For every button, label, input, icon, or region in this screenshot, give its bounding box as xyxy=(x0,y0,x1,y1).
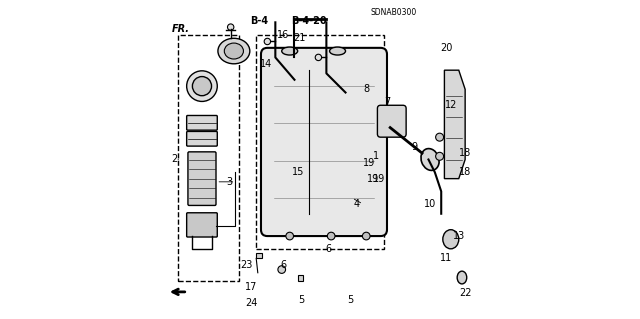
Bar xyxy=(256,253,262,258)
Text: 4: 4 xyxy=(354,199,360,209)
Circle shape xyxy=(264,38,271,45)
FancyBboxPatch shape xyxy=(261,48,387,236)
Circle shape xyxy=(327,232,335,240)
Ellipse shape xyxy=(421,149,439,170)
Text: 3: 3 xyxy=(226,177,232,187)
FancyBboxPatch shape xyxy=(187,213,218,237)
Bar xyxy=(298,275,303,281)
Bar xyxy=(256,35,384,249)
Text: 22: 22 xyxy=(459,288,472,299)
Text: 17: 17 xyxy=(245,282,258,292)
Text: 15: 15 xyxy=(291,167,304,177)
Circle shape xyxy=(316,54,321,61)
Text: 13: 13 xyxy=(452,231,465,241)
Text: 2: 2 xyxy=(172,154,178,165)
Circle shape xyxy=(286,232,294,240)
Ellipse shape xyxy=(436,152,444,160)
Text: 23: 23 xyxy=(241,260,253,270)
FancyBboxPatch shape xyxy=(378,105,406,137)
Text: 21: 21 xyxy=(293,33,305,43)
FancyBboxPatch shape xyxy=(187,131,218,146)
Circle shape xyxy=(362,232,370,240)
Text: 16: 16 xyxy=(277,30,289,40)
Text: FR.: FR. xyxy=(172,24,190,34)
Text: 18: 18 xyxy=(459,167,471,177)
Text: 1: 1 xyxy=(372,151,379,161)
Text: 9: 9 xyxy=(411,142,417,152)
Text: 6: 6 xyxy=(325,244,331,254)
Ellipse shape xyxy=(436,133,444,141)
Ellipse shape xyxy=(224,43,243,59)
Text: 8: 8 xyxy=(363,84,369,94)
Text: 5: 5 xyxy=(298,295,304,305)
Text: B-4: B-4 xyxy=(250,16,268,26)
Text: 19: 19 xyxy=(364,158,376,168)
Circle shape xyxy=(187,71,218,101)
Circle shape xyxy=(278,266,285,273)
Ellipse shape xyxy=(282,47,298,55)
Text: B-4-20: B-4-20 xyxy=(291,16,326,26)
Text: 12: 12 xyxy=(445,100,457,110)
FancyBboxPatch shape xyxy=(187,115,218,130)
Circle shape xyxy=(193,77,212,96)
Text: 18: 18 xyxy=(459,148,471,158)
Text: 5: 5 xyxy=(347,295,353,305)
FancyBboxPatch shape xyxy=(188,152,216,205)
Text: 19: 19 xyxy=(373,174,385,184)
Circle shape xyxy=(227,24,234,30)
Ellipse shape xyxy=(218,38,250,64)
Text: SDNAB0300: SDNAB0300 xyxy=(371,8,417,17)
Text: 11: 11 xyxy=(440,253,452,263)
Text: 7: 7 xyxy=(384,97,390,107)
Text: 19: 19 xyxy=(367,174,379,184)
Bar xyxy=(178,35,239,281)
Text: 14: 14 xyxy=(260,59,272,69)
Ellipse shape xyxy=(443,230,459,249)
Text: 24: 24 xyxy=(245,298,258,308)
Ellipse shape xyxy=(330,47,346,55)
Text: 20: 20 xyxy=(440,43,452,53)
Text: 10: 10 xyxy=(424,199,436,209)
Text: 6: 6 xyxy=(280,260,286,270)
Polygon shape xyxy=(444,70,465,179)
Ellipse shape xyxy=(457,271,467,284)
